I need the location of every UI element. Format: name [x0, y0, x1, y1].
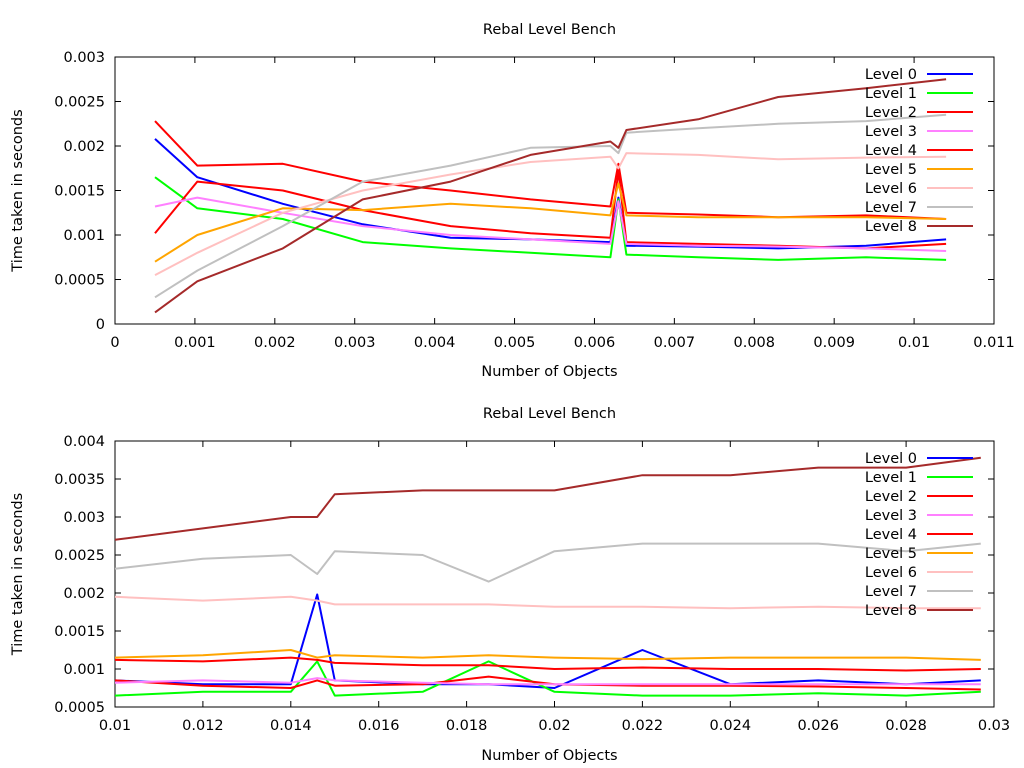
legend-label: Level 4 [865, 527, 917, 543]
legend-label: Level 3 [865, 508, 917, 524]
series-line-level-3 [154, 196, 947, 252]
y-tick-label: 0.0025 [54, 548, 105, 564]
chart-1: Rebal Level Bench Number of Objects Time t… [10, 22, 1015, 380]
legend: Level 0 Level 1 Level 2 Level 3 Level 4 Level… [865, 451, 973, 619]
y-axis-label: Time taken in seconds [10, 109, 26, 272]
y-tick-label: 0.003 [63, 50, 105, 66]
x-tick-label: 0.014 [270, 718, 312, 734]
series-line-level-1 [114, 660, 981, 697]
series-line-level-0 [114, 593, 981, 689]
series-line-level-6 [154, 152, 947, 276]
x-tick-label: 0.005 [494, 335, 536, 351]
legend-label: Level 8 [865, 603, 917, 619]
x-tick-label: 0.01 [99, 718, 131, 734]
x-tick-label: 0.024 [710, 718, 752, 734]
x-tick-label: 0.007 [654, 335, 696, 351]
y-tick-label: 0.004 [63, 434, 105, 450]
chart-title: Rebal Level Bench [483, 22, 616, 38]
y-tick-label: 0.0015 [54, 184, 105, 200]
legend-label: Level 5 [865, 546, 917, 562]
x-tick-label: 0.016 [358, 718, 400, 734]
legend-label: Level 7 [865, 584, 917, 600]
y-tick-label: 0.001 [63, 662, 105, 678]
x-tick-label: 0.01 [898, 335, 930, 351]
x-tick-label: 0.006 [574, 335, 616, 351]
chart-title: Rebal Level Bench [483, 406, 616, 422]
series-line-level-7 [114, 542, 981, 583]
series-line-level-7 [154, 113, 947, 299]
x-tick-label: 0.02 [538, 718, 570, 734]
legend: Level 0 Level 1 Level 2 Level 3 Level 4 Level… [865, 67, 973, 235]
plot-frame [114, 440, 995, 708]
x-tick-label: 0.018 [446, 718, 488, 734]
legend-label: Level 8 [865, 219, 917, 235]
y-axis-label: Time taken in seconds [10, 493, 26, 656]
legend-label: Level 4 [865, 143, 917, 159]
legend-label: Level 3 [865, 124, 917, 140]
legend-label: Level 0 [865, 451, 917, 467]
x-tick-label: 0.03 [978, 718, 1010, 734]
y-tick-label: 0.0035 [54, 472, 105, 488]
series-line-level-8 [154, 78, 947, 314]
x-tick-label: 0.004 [414, 335, 456, 351]
legend-label: Level 1 [865, 86, 917, 102]
y-tick-label: 0.0015 [54, 624, 105, 640]
series-line-level-1 [154, 176, 947, 261]
legend-label: Level 6 [865, 565, 917, 581]
x-axis-label: Number of Objects [481, 364, 617, 380]
y-tick-label: 0.002 [63, 586, 105, 602]
series-line-level-4 [114, 656, 981, 672]
x-tick-label: 0.026 [797, 718, 839, 734]
x-tick-label: 0.001 [174, 335, 216, 351]
legend-label: Level 7 [865, 200, 917, 216]
chart-2: Rebal Level Bench Number of Objects Time t… [10, 406, 1010, 764]
x-tick-label: 0.028 [885, 718, 927, 734]
legend-label: Level 2 [865, 489, 917, 505]
series-line-level-4 [154, 120, 947, 220]
x-axis-label: Number of Objects [481, 748, 617, 764]
y-tick-label: 0.0025 [54, 95, 105, 111]
series-line-level-3 [114, 677, 981, 686]
series-line-level-5 [154, 182, 947, 263]
legend-label: Level 6 [865, 181, 917, 197]
y-tick-label: 0 [96, 317, 105, 333]
y-tick-label: 0.001 [63, 228, 105, 244]
x-tick-label: 0.012 [182, 718, 224, 734]
plot-frame [114, 56, 995, 325]
legend-label: Level 5 [865, 162, 917, 178]
y-tick-label: 0.002 [63, 139, 105, 155]
y-tick-label: 0.0005 [54, 273, 105, 289]
x-tick-label: 0.011 [973, 335, 1015, 351]
series-line-level-5 [114, 649, 981, 661]
y-tick-label: 0.0005 [54, 700, 105, 716]
x-tick-label: 0.003 [334, 335, 376, 351]
x-tick-label: 0.008 [734, 335, 776, 351]
series-line-level-2 [114, 675, 981, 691]
x-tick-label: 0.009 [813, 335, 855, 351]
series-line-level-6 [114, 595, 981, 610]
legend-label: Level 1 [865, 470, 917, 486]
series-line-level-8 [114, 456, 981, 541]
y-tick-label: 0.003 [63, 510, 105, 526]
x-tick-label: 0.022 [622, 718, 664, 734]
x-tick-label: 0 [110, 335, 119, 351]
legend-label: Level 2 [865, 105, 917, 121]
legend-label: Level 0 [865, 67, 917, 83]
x-tick-label: 0.002 [254, 335, 296, 351]
